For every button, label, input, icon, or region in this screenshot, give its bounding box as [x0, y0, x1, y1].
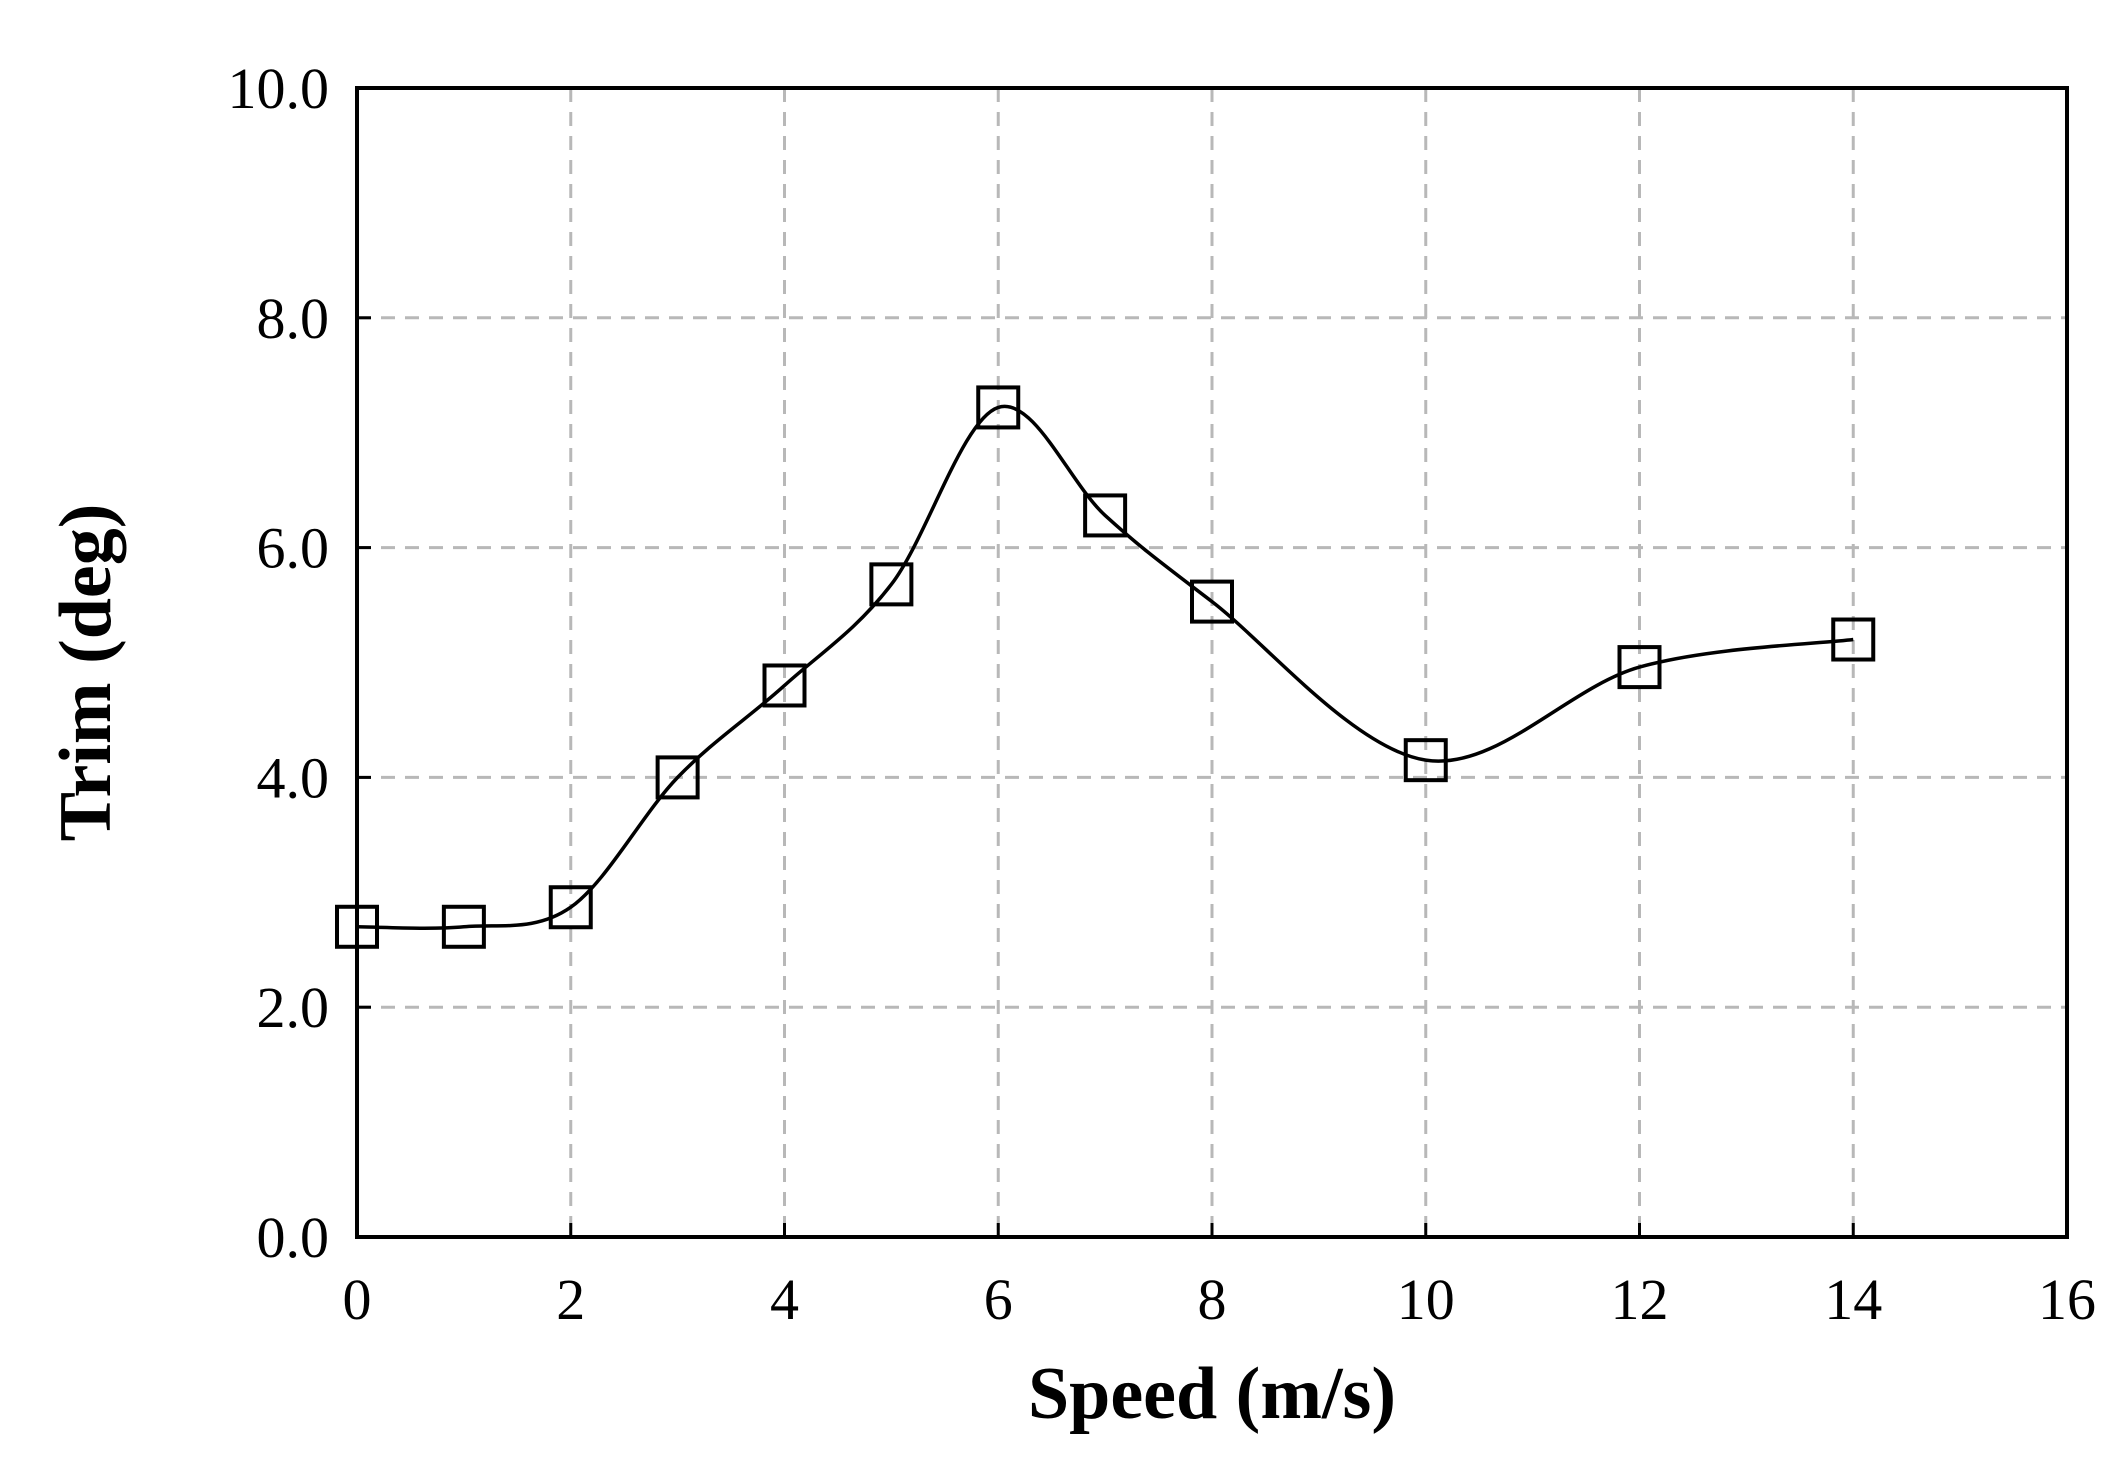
x-tick-label: 16: [2038, 1267, 2096, 1332]
x-tick-label: 6: [984, 1267, 1013, 1332]
series-markers: [335, 385, 1876, 949]
x-tick-label: 10: [1397, 1267, 1455, 1332]
data-point-marker: [655, 755, 700, 800]
y-axis-title: Trim (deg): [45, 504, 127, 842]
y-tick-label: 6.0: [257, 516, 330, 581]
series-line: [356, 404, 1854, 930]
y-tick-label: 2.0: [257, 975, 330, 1040]
x-tick-label: 14: [1824, 1267, 1882, 1332]
x-axis-title: Speed (m/s): [1028, 1353, 1396, 1435]
x-tick-label: 12: [1611, 1267, 1669, 1332]
y-tick-label: 4.0: [257, 745, 330, 810]
x-tick-label: 0: [343, 1267, 372, 1332]
x-tick-label: 8: [1198, 1267, 1227, 1332]
y-tick-label: 10.0: [228, 56, 330, 121]
x-tick-labels: 0 2 4 6 8 10 12 14 16: [343, 1267, 2097, 1332]
series-curve: [356, 404, 1854, 930]
data-point-marker: [548, 885, 593, 930]
data-point-marker: [762, 663, 807, 708]
data-point-marker: [441, 904, 486, 949]
data-point-marker: [869, 562, 914, 607]
x-tick-label: 2: [556, 1267, 585, 1332]
y-tick-label: 0.0: [257, 1205, 330, 1270]
data-point-marker: [1831, 617, 1876, 662]
data-point-marker: [1617, 645, 1662, 690]
grid: [357, 88, 2067, 1237]
data-point-marker: [1190, 579, 1234, 624]
data-point-marker: [1083, 493, 1128, 538]
data-point-marker: [1403, 738, 1448, 783]
axis-ticks: [355, 86, 2069, 1239]
x-tick-label: 4: [770, 1267, 799, 1332]
y-tick-labels: 0.0 2.0 4.0 6.0 8.0 10.0: [228, 56, 330, 1270]
data-point-marker: [976, 385, 1021, 430]
y-tick-label: 8.0: [257, 286, 330, 351]
